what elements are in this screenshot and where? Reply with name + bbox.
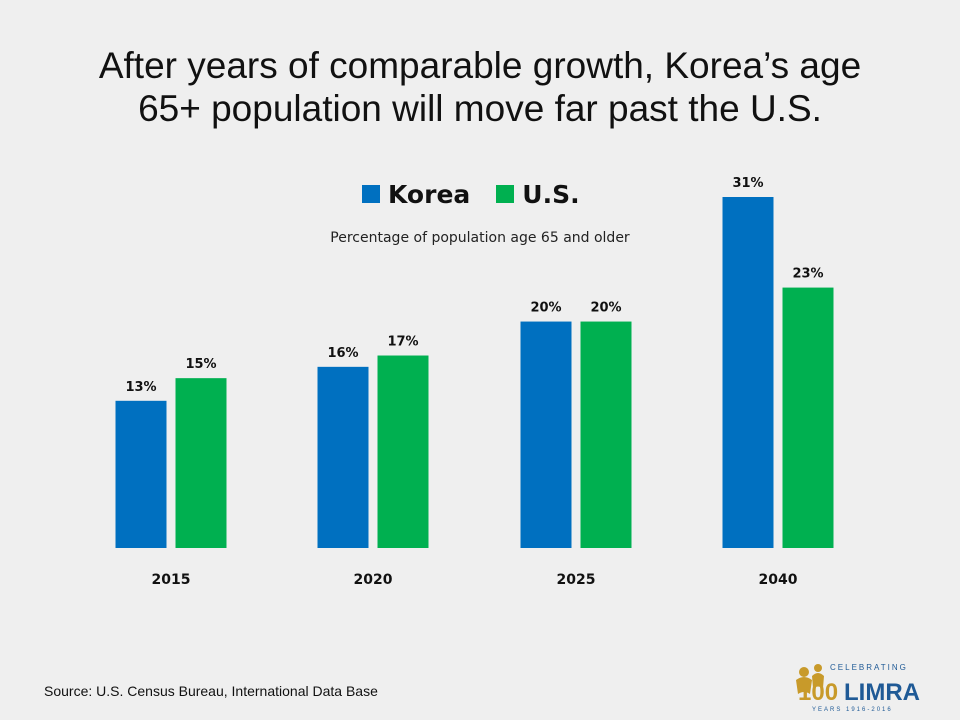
data-label-korea-2020: 16%: [327, 346, 358, 361]
legend-swatch-us: [496, 185, 515, 203]
data-label-us-2040: 23%: [792, 267, 823, 282]
x-tick-label-2020: 2020: [354, 572, 393, 588]
data-label-korea-2040: 31%: [732, 176, 763, 191]
bar-korea-2040: [722, 197, 774, 548]
chart-title-line-1: After years of comparable growth, Korea’…: [98, 45, 862, 86]
data-label-us-2025: 20%: [590, 301, 621, 316]
svg-text:YEARS 1916-2016: YEARS 1916-2016: [812, 707, 893, 713]
data-label-korea-2025: 20%: [530, 301, 561, 316]
bar-korea-2020: [317, 366, 369, 548]
legend-item-korea: Korea: [362, 180, 470, 209]
data-label-us-2020: 17%: [387, 335, 418, 350]
legend-label-us: U.S.: [522, 179, 580, 209]
chart-subtitle: Percentage of population age 65 and olde…: [330, 230, 630, 246]
svg-text:CELEBRATING: CELEBRATING: [830, 663, 908, 672]
x-tick-label-2025: 2025: [557, 572, 596, 588]
bar-us-2040: [782, 287, 834, 548]
svg-text:100: 100: [798, 679, 838, 706]
source-note: Source: U.S. Census Bureau, Internationa…: [44, 683, 378, 699]
legend-swatch-korea: [362, 185, 380, 203]
limra-logo: CELEBRATING 100 LIMRA YEARS 1916-2016: [796, 663, 920, 713]
bar-korea-2015: [115, 400, 167, 548]
svg-text:LIMRA: LIMRA: [844, 679, 920, 706]
chart-title-line-2: 65+ population will move far past the U.…: [138, 88, 822, 129]
chart-title: After years of comparable growth, Korea’…: [40, 44, 920, 130]
legend-item-us: U.S.: [496, 179, 580, 209]
x-tick-label-2040: 2040: [759, 572, 798, 588]
bar-korea-2025: [520, 321, 572, 548]
bar-us-2020: [377, 355, 429, 548]
data-label-us-2015: 15%: [185, 357, 216, 372]
x-tick-label-2015: 2015: [152, 572, 191, 588]
legend-label-korea: Korea: [388, 179, 471, 209]
chart-legend: Korea U.S.: [362, 176, 606, 212]
data-label-korea-2015: 13%: [125, 380, 156, 395]
bar-us-2015: [175, 378, 227, 548]
bar-us-2025: [580, 321, 632, 548]
